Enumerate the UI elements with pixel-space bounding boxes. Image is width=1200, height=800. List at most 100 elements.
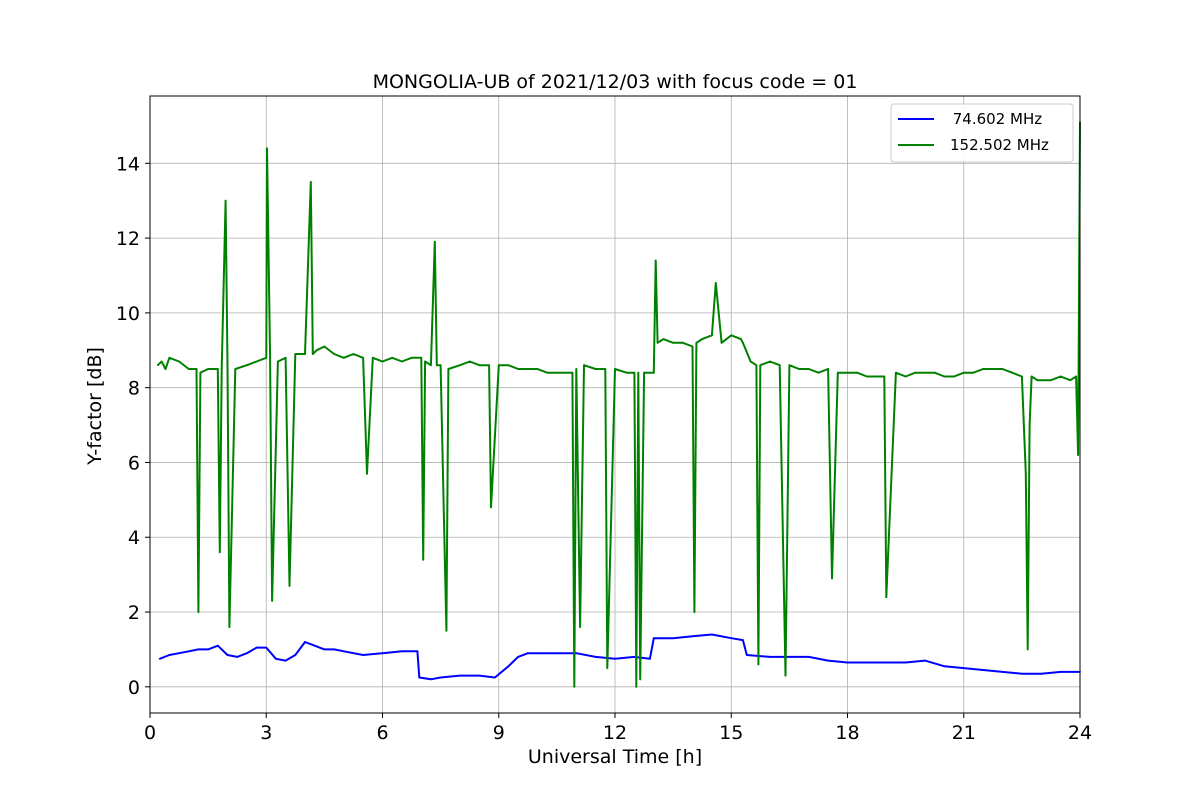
- data-point: [579, 626, 581, 628]
- data-point: [730, 334, 733, 337]
- data-point: [323, 345, 326, 348]
- data-point: [226, 654, 229, 656]
- data-point: [693, 611, 696, 613]
- data-point: [401, 360, 403, 363]
- data-point: [778, 364, 781, 367]
- data-point: [575, 652, 578, 655]
- data-point: [982, 669, 984, 671]
- data-point: [701, 338, 704, 340]
- data-point: [433, 240, 436, 243]
- data-point: [288, 585, 291, 587]
- data-point: [424, 360, 426, 363]
- data-point: [953, 375, 955, 378]
- data-point: [178, 360, 181, 363]
- data-point: [895, 371, 897, 374]
- data-point: [168, 356, 171, 359]
- data-point: [459, 674, 461, 677]
- data-point: [323, 648, 326, 651]
- data-point: [468, 360, 471, 363]
- data-point: [846, 371, 849, 374]
- data-point: [488, 364, 490, 367]
- x-tick-label: 3: [260, 722, 272, 744]
- data-point: [662, 338, 665, 340]
- data-point: [831, 577, 833, 580]
- data-point: [827, 659, 829, 662]
- data-point: [573, 685, 576, 688]
- data-point: [507, 665, 510, 668]
- x-tick-label: 0: [144, 722, 156, 744]
- data-point: [366, 472, 368, 475]
- data-point: [846, 661, 849, 664]
- data-point: [517, 656, 519, 658]
- data-point: [494, 676, 496, 679]
- data-point: [614, 657, 616, 660]
- data-point: [933, 371, 936, 374]
- data-point: [497, 364, 500, 367]
- data-point: [681, 341, 684, 344]
- y-tick-label: 6: [128, 452, 140, 474]
- data-point: [594, 656, 597, 658]
- data-point: [342, 650, 345, 653]
- data-point: [1021, 375, 1023, 378]
- data-point: [197, 611, 200, 613]
- data-point: [207, 368, 210, 370]
- data-point: [654, 259, 657, 262]
- data-point: [740, 338, 742, 340]
- data-point: [784, 674, 787, 677]
- data-point: [430, 364, 432, 367]
- data-point: [294, 353, 297, 355]
- data-point: [275, 657, 277, 660]
- data-point: [769, 656, 771, 658]
- x-axis-label: Universal Time [h]: [528, 746, 702, 768]
- data-point: [315, 349, 318, 352]
- data-point: [265, 646, 268, 649]
- data-point: [962, 371, 965, 374]
- data-point: [757, 663, 760, 666]
- data-point: [662, 637, 665, 640]
- data-point: [1075, 375, 1077, 378]
- data-point: [866, 661, 868, 664]
- data-point: [187, 650, 190, 653]
- data-point: [943, 665, 946, 668]
- x-tick-label: 12: [603, 722, 627, 744]
- data-point: [972, 371, 975, 374]
- data-point: [924, 371, 926, 374]
- data-point: [416, 650, 419, 653]
- x-tick-label: 15: [719, 722, 743, 744]
- data-point: [168, 654, 171, 656]
- data-point: [914, 371, 917, 374]
- data-point: [614, 368, 616, 370]
- data-point: [199, 371, 202, 374]
- data-point: [672, 341, 674, 344]
- y-tick-label: 12: [116, 228, 140, 250]
- legend-label-152mhz: 152.502 MHz: [950, 136, 1049, 154]
- data-point: [1040, 672, 1043, 675]
- data-point: [633, 371, 636, 374]
- data-point: [284, 659, 287, 662]
- data-point: [304, 353, 306, 355]
- legend-label-74mhz: 74.602 MHz: [948, 110, 1042, 128]
- data-point: [583, 364, 585, 367]
- x-tick-label: 9: [493, 722, 505, 744]
- data-point: [158, 657, 161, 660]
- data-point: [1024, 472, 1027, 475]
- data-point: [875, 375, 878, 378]
- data-point: [228, 626, 231, 628]
- data-point: [255, 360, 258, 363]
- data-point: [422, 558, 425, 561]
- data-point: [313, 644, 316, 647]
- data-point: [637, 371, 640, 374]
- data-point: [478, 674, 481, 677]
- data-point: [594, 368, 597, 370]
- data-point: [1040, 379, 1043, 382]
- data-point: [1077, 454, 1079, 456]
- x-tick-label: 24: [1068, 722, 1092, 744]
- data-point: [866, 375, 868, 378]
- y-tick-label: 14: [116, 153, 140, 175]
- data-point: [220, 368, 223, 370]
- data-point: [195, 368, 198, 370]
- data-point: [164, 368, 167, 370]
- data-point: [1011, 371, 1014, 374]
- y-tick-label: 8: [128, 378, 140, 400]
